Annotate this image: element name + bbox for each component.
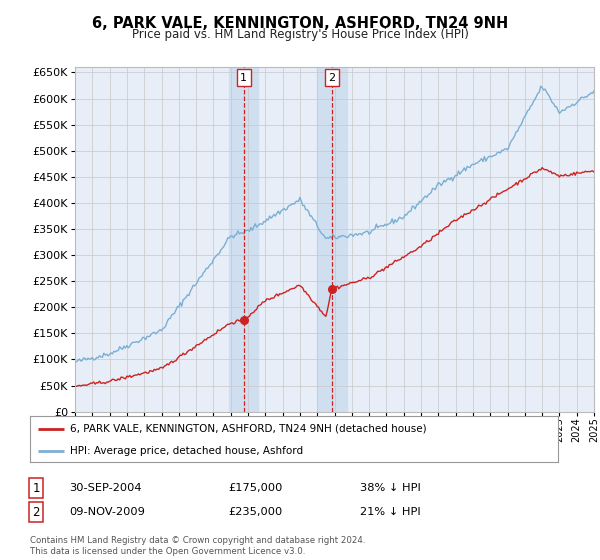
Text: 1: 1 <box>32 482 40 495</box>
Text: 09-NOV-2009: 09-NOV-2009 <box>69 507 145 517</box>
Text: £235,000: £235,000 <box>228 507 282 517</box>
Text: 2: 2 <box>328 73 335 83</box>
Bar <box>317 67 347 412</box>
Text: 30-SEP-2004: 30-SEP-2004 <box>69 483 142 493</box>
Text: Contains HM Land Registry data © Crown copyright and database right 2024.
This d: Contains HM Land Registry data © Crown c… <box>30 536 365 556</box>
Text: 6, PARK VALE, KENNINGTON, ASHFORD, TN24 9NH: 6, PARK VALE, KENNINGTON, ASHFORD, TN24 … <box>92 16 508 31</box>
Text: 38% ↓ HPI: 38% ↓ HPI <box>360 483 421 493</box>
Bar <box>229 67 259 412</box>
Text: 2: 2 <box>32 506 40 519</box>
Text: HPI: Average price, detached house, Ashford: HPI: Average price, detached house, Ashf… <box>70 446 303 456</box>
Text: Price paid vs. HM Land Registry's House Price Index (HPI): Price paid vs. HM Land Registry's House … <box>131 28 469 41</box>
Text: 21% ↓ HPI: 21% ↓ HPI <box>360 507 421 517</box>
Text: £175,000: £175,000 <box>228 483 283 493</box>
Text: 6, PARK VALE, KENNINGTON, ASHFORD, TN24 9NH (detached house): 6, PARK VALE, KENNINGTON, ASHFORD, TN24 … <box>70 424 426 434</box>
Text: 1: 1 <box>240 73 247 83</box>
